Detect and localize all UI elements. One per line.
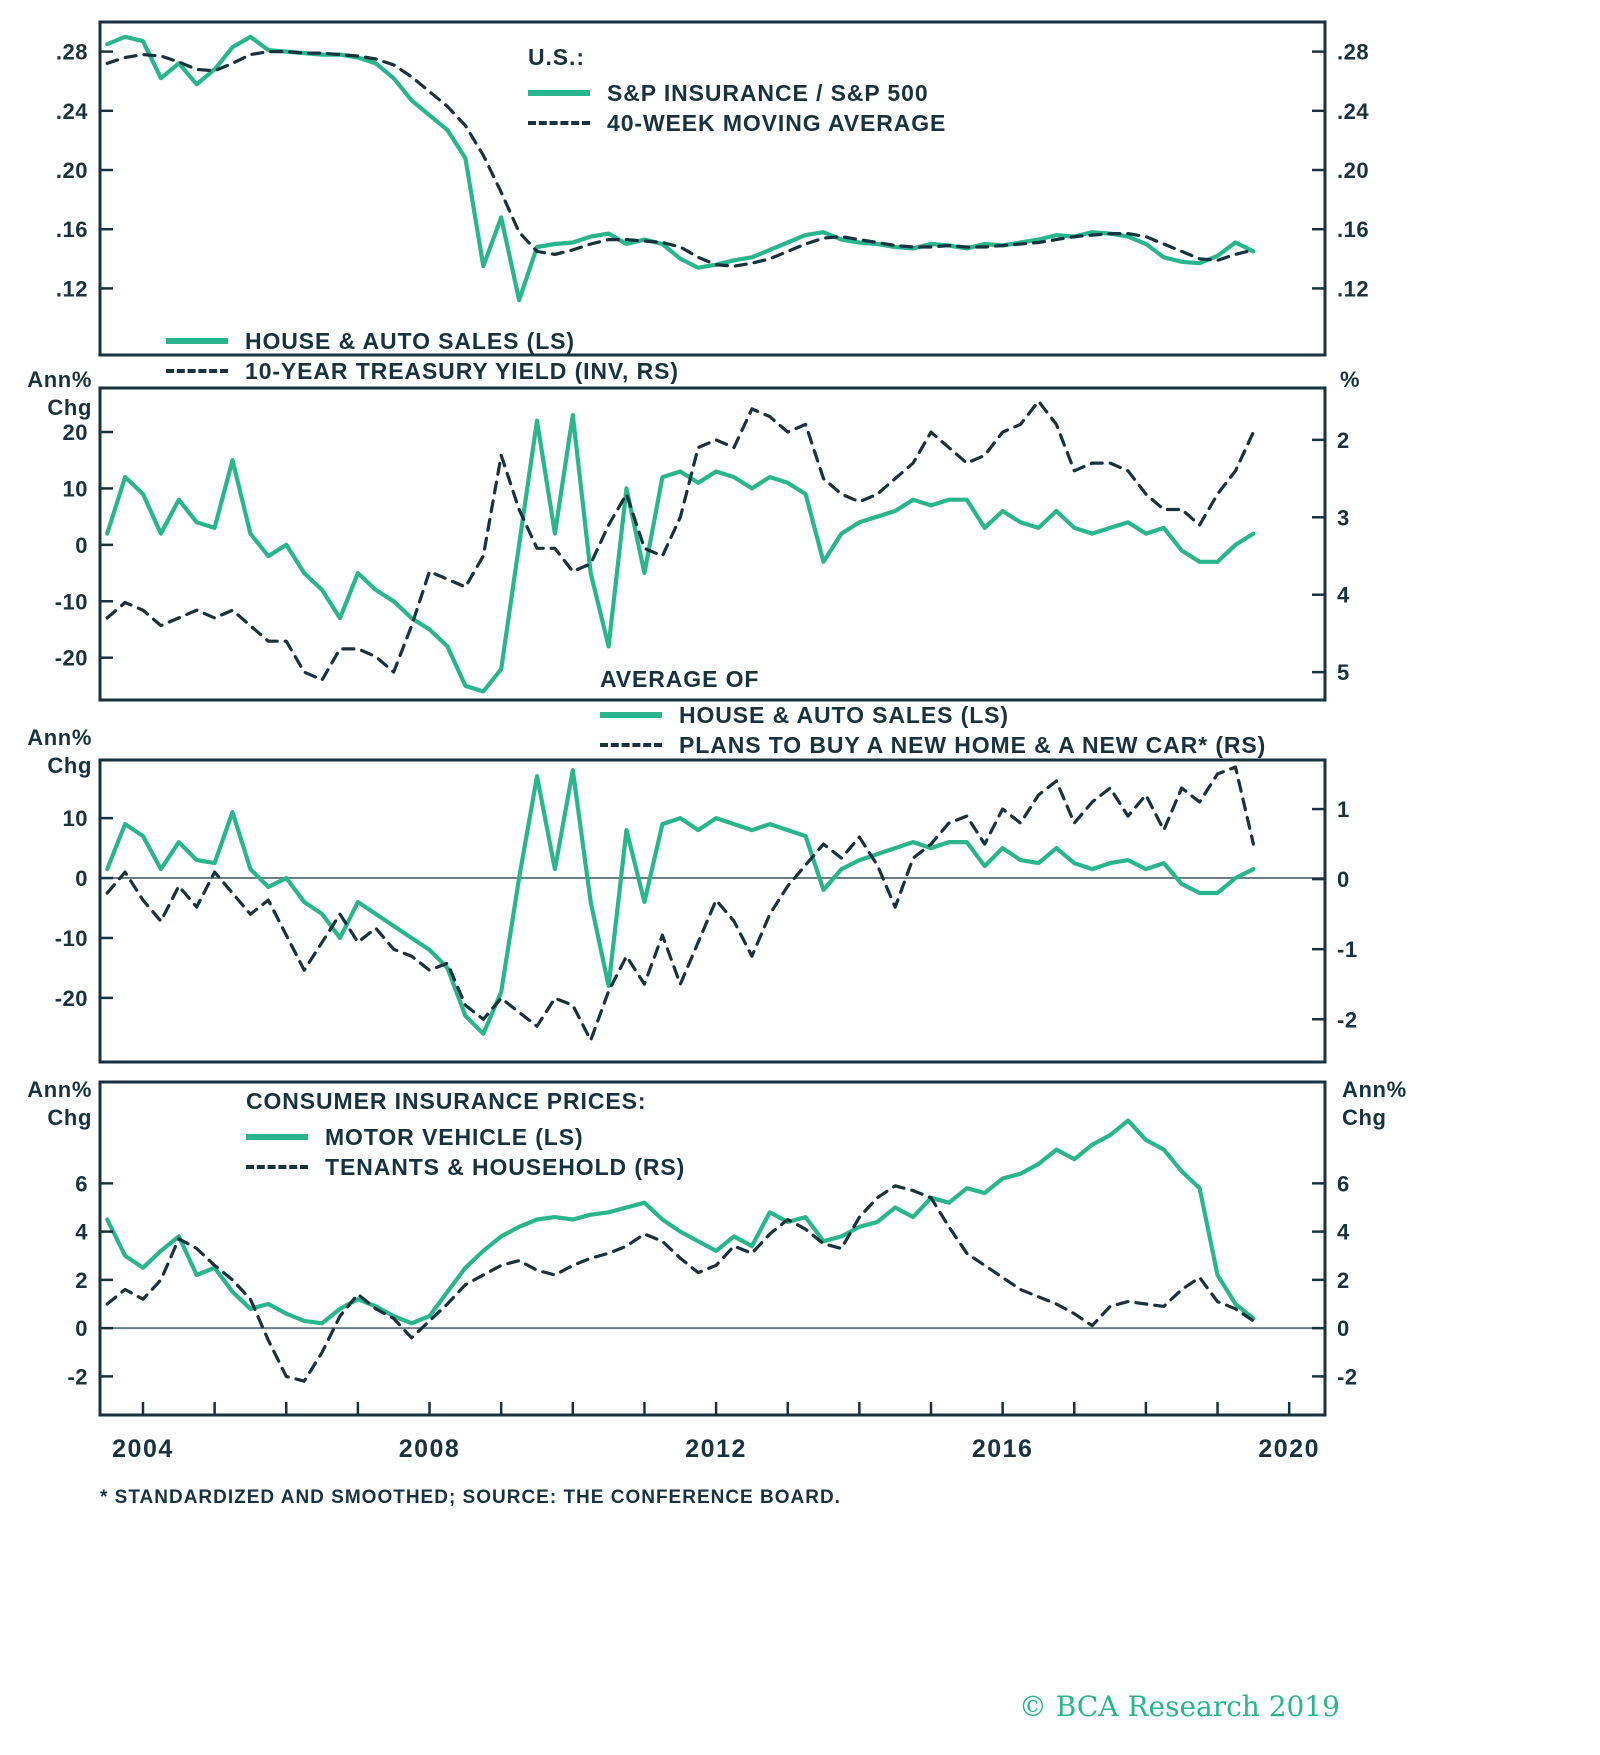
left-tick-label: 0	[75, 866, 88, 891]
legend-panel-3: AVERAGE OF HOUSE & AUTO SALES (LS) PLANS…	[600, 666, 1266, 760]
right-tick-label: .20	[1337, 158, 1369, 183]
x-tick-label: 2016	[972, 1435, 1034, 1463]
right-axis-unit-panel-4: Ann% Chg	[1342, 1077, 1407, 1130]
left-tick-label: .16	[56, 217, 88, 242]
left-tick-label: 0	[75, 1316, 88, 1341]
legend-label: HOUSE & AUTO SALES (LS)	[679, 701, 1009, 728]
panel-border	[98, 758, 1327, 1064]
legend-title: AVERAGE OF	[600, 666, 760, 692]
legend-title: CONSUMER INSURANCE PRICES:	[246, 1088, 647, 1114]
right-tick-label: 5	[1337, 660, 1350, 685]
series-line-dashed	[105, 765, 1256, 1042]
legend-title: U.S.:	[528, 44, 585, 70]
legend-panel-4: CONSUMER INSURANCE PRICES: MOTOR VEHICLE…	[246, 1088, 685, 1182]
right-tick-label: 1	[1337, 797, 1350, 822]
panel-border	[98, 20, 1327, 357]
right-tick-label: .12	[1337, 276, 1369, 301]
legend-row: 10-YEAR TREASURY YIELD (INV, RS)	[166, 356, 679, 386]
legend-row: 40-WEEK MOVING AVERAGE	[528, 108, 946, 138]
legend-label: 10-YEAR TREASURY YIELD (INV, RS)	[245, 357, 679, 384]
legend-row: TENANTS & HOUSEHOLD (RS)	[246, 1152, 685, 1182]
right-tick-label: -2	[1337, 1007, 1358, 1032]
left-tick-label: -2	[67, 1364, 88, 1389]
legend-label: PLANS TO BUY A NEW HOME & A NEW CAR* (RS…	[679, 731, 1267, 758]
legend-panel-1: U.S.: S&P INSURANCE / S&P 500 40-WEEK MO…	[528, 44, 946, 138]
right-tick-label: 0	[1337, 1316, 1350, 1341]
left-tick-label: .12	[56, 276, 88, 301]
dashed-line-swatch	[246, 1165, 308, 1169]
x-tick-label: 2012	[685, 1435, 747, 1463]
left-tick-label: .24	[56, 99, 88, 124]
legend-label: TENANTS & HOUSEHOLD (RS)	[325, 1153, 686, 1180]
left-tick-label: 4	[75, 1220, 88, 1245]
right-tick-label: 2	[1337, 428, 1350, 453]
x-tick-label: 2008	[399, 1435, 461, 1463]
legend-row: S&P INSURANCE / S&P 500	[528, 78, 946, 108]
series-line-solid	[105, 768, 1256, 1036]
dashed-line-swatch	[600, 743, 662, 747]
panel-border	[98, 1080, 1327, 1417]
footnote: * STANDARDIZED AND SMOOTHED; SOURCE: THE…	[100, 1487, 841, 1508]
legend-label: HOUSE & AUTO SALES (LS)	[245, 327, 575, 354]
right-tick-label: 4	[1337, 1220, 1350, 1245]
left-tick-label: 2	[75, 1268, 88, 1293]
right-tick-label: 4	[1337, 583, 1350, 608]
legend-row: HOUSE & AUTO SALES (LS)	[600, 700, 1266, 730]
right-tick-label: .28	[1337, 40, 1369, 65]
solid-line-swatch	[600, 712, 662, 718]
legend-row: MOTOR VEHICLE (LS)	[246, 1122, 685, 1152]
left-tick-label: 20	[63, 420, 88, 445]
series-line-dashed	[105, 49, 1256, 268]
legend-label: MOTOR VEHICLE (LS)	[325, 1123, 584, 1150]
left-axis-unit-panel-2: Ann% Chg	[27, 367, 92, 420]
left-axis-unit-panel-3: Ann% Chg	[27, 725, 92, 778]
solid-line-swatch	[246, 1134, 308, 1140]
dashed-line-swatch	[528, 121, 590, 125]
right-tick-label: 6	[1337, 1171, 1350, 1196]
left-tick-label: .28	[56, 40, 88, 65]
left-tick-label: 10	[63, 476, 88, 501]
left-tick-label: .20	[56, 158, 88, 183]
legend-label: 40-WEEK MOVING AVERAGE	[607, 109, 947, 136]
solid-line-swatch	[528, 90, 590, 96]
copyright: © BCA Research 2019	[1018, 1690, 1340, 1723]
series-line-solid	[105, 413, 1256, 694]
solid-line-swatch	[166, 338, 228, 344]
legend-label: S&P INSURANCE / S&P 500	[607, 79, 929, 106]
left-tick-label: -10	[55, 589, 88, 614]
left-axis-unit-panel-4: Ann% Chg	[27, 1077, 92, 1130]
right-tick-label: .24	[1337, 99, 1369, 124]
right-tick-label: 0	[1337, 867, 1350, 892]
left-tick-label: -10	[55, 926, 88, 951]
dashed-line-swatch	[166, 369, 228, 373]
x-tick-label: 2004	[112, 1435, 174, 1463]
left-tick-label: -20	[55, 986, 88, 1011]
left-tick-label: 0	[75, 533, 88, 558]
series-line-solid	[105, 1118, 1256, 1326]
right-tick-label: 2	[1337, 1268, 1350, 1293]
legend-row: PLANS TO BUY A NEW HOME & A NEW CAR* (RS…	[600, 730, 1266, 760]
right-tick-label: 3	[1337, 505, 1350, 530]
series-line-dashed	[105, 399, 1256, 682]
legend-row: HOUSE & AUTO SALES (LS)	[166, 326, 679, 356]
series-line-dashed	[105, 1184, 1256, 1383]
left-tick-label: 10	[63, 806, 88, 831]
right-tick-label: -1	[1337, 937, 1358, 962]
right-axis-unit-panel-2: %	[1340, 367, 1361, 392]
right-tick-label: .16	[1337, 217, 1369, 242]
x-tick-label: 2020	[1258, 1435, 1320, 1463]
left-tick-label: 6	[75, 1171, 88, 1196]
legend-panel-2: HOUSE & AUTO SALES (LS) 10-YEAR TREASURY…	[166, 326, 679, 386]
right-tick-label: -2	[1337, 1364, 1358, 1389]
left-tick-label: -20	[55, 646, 88, 671]
